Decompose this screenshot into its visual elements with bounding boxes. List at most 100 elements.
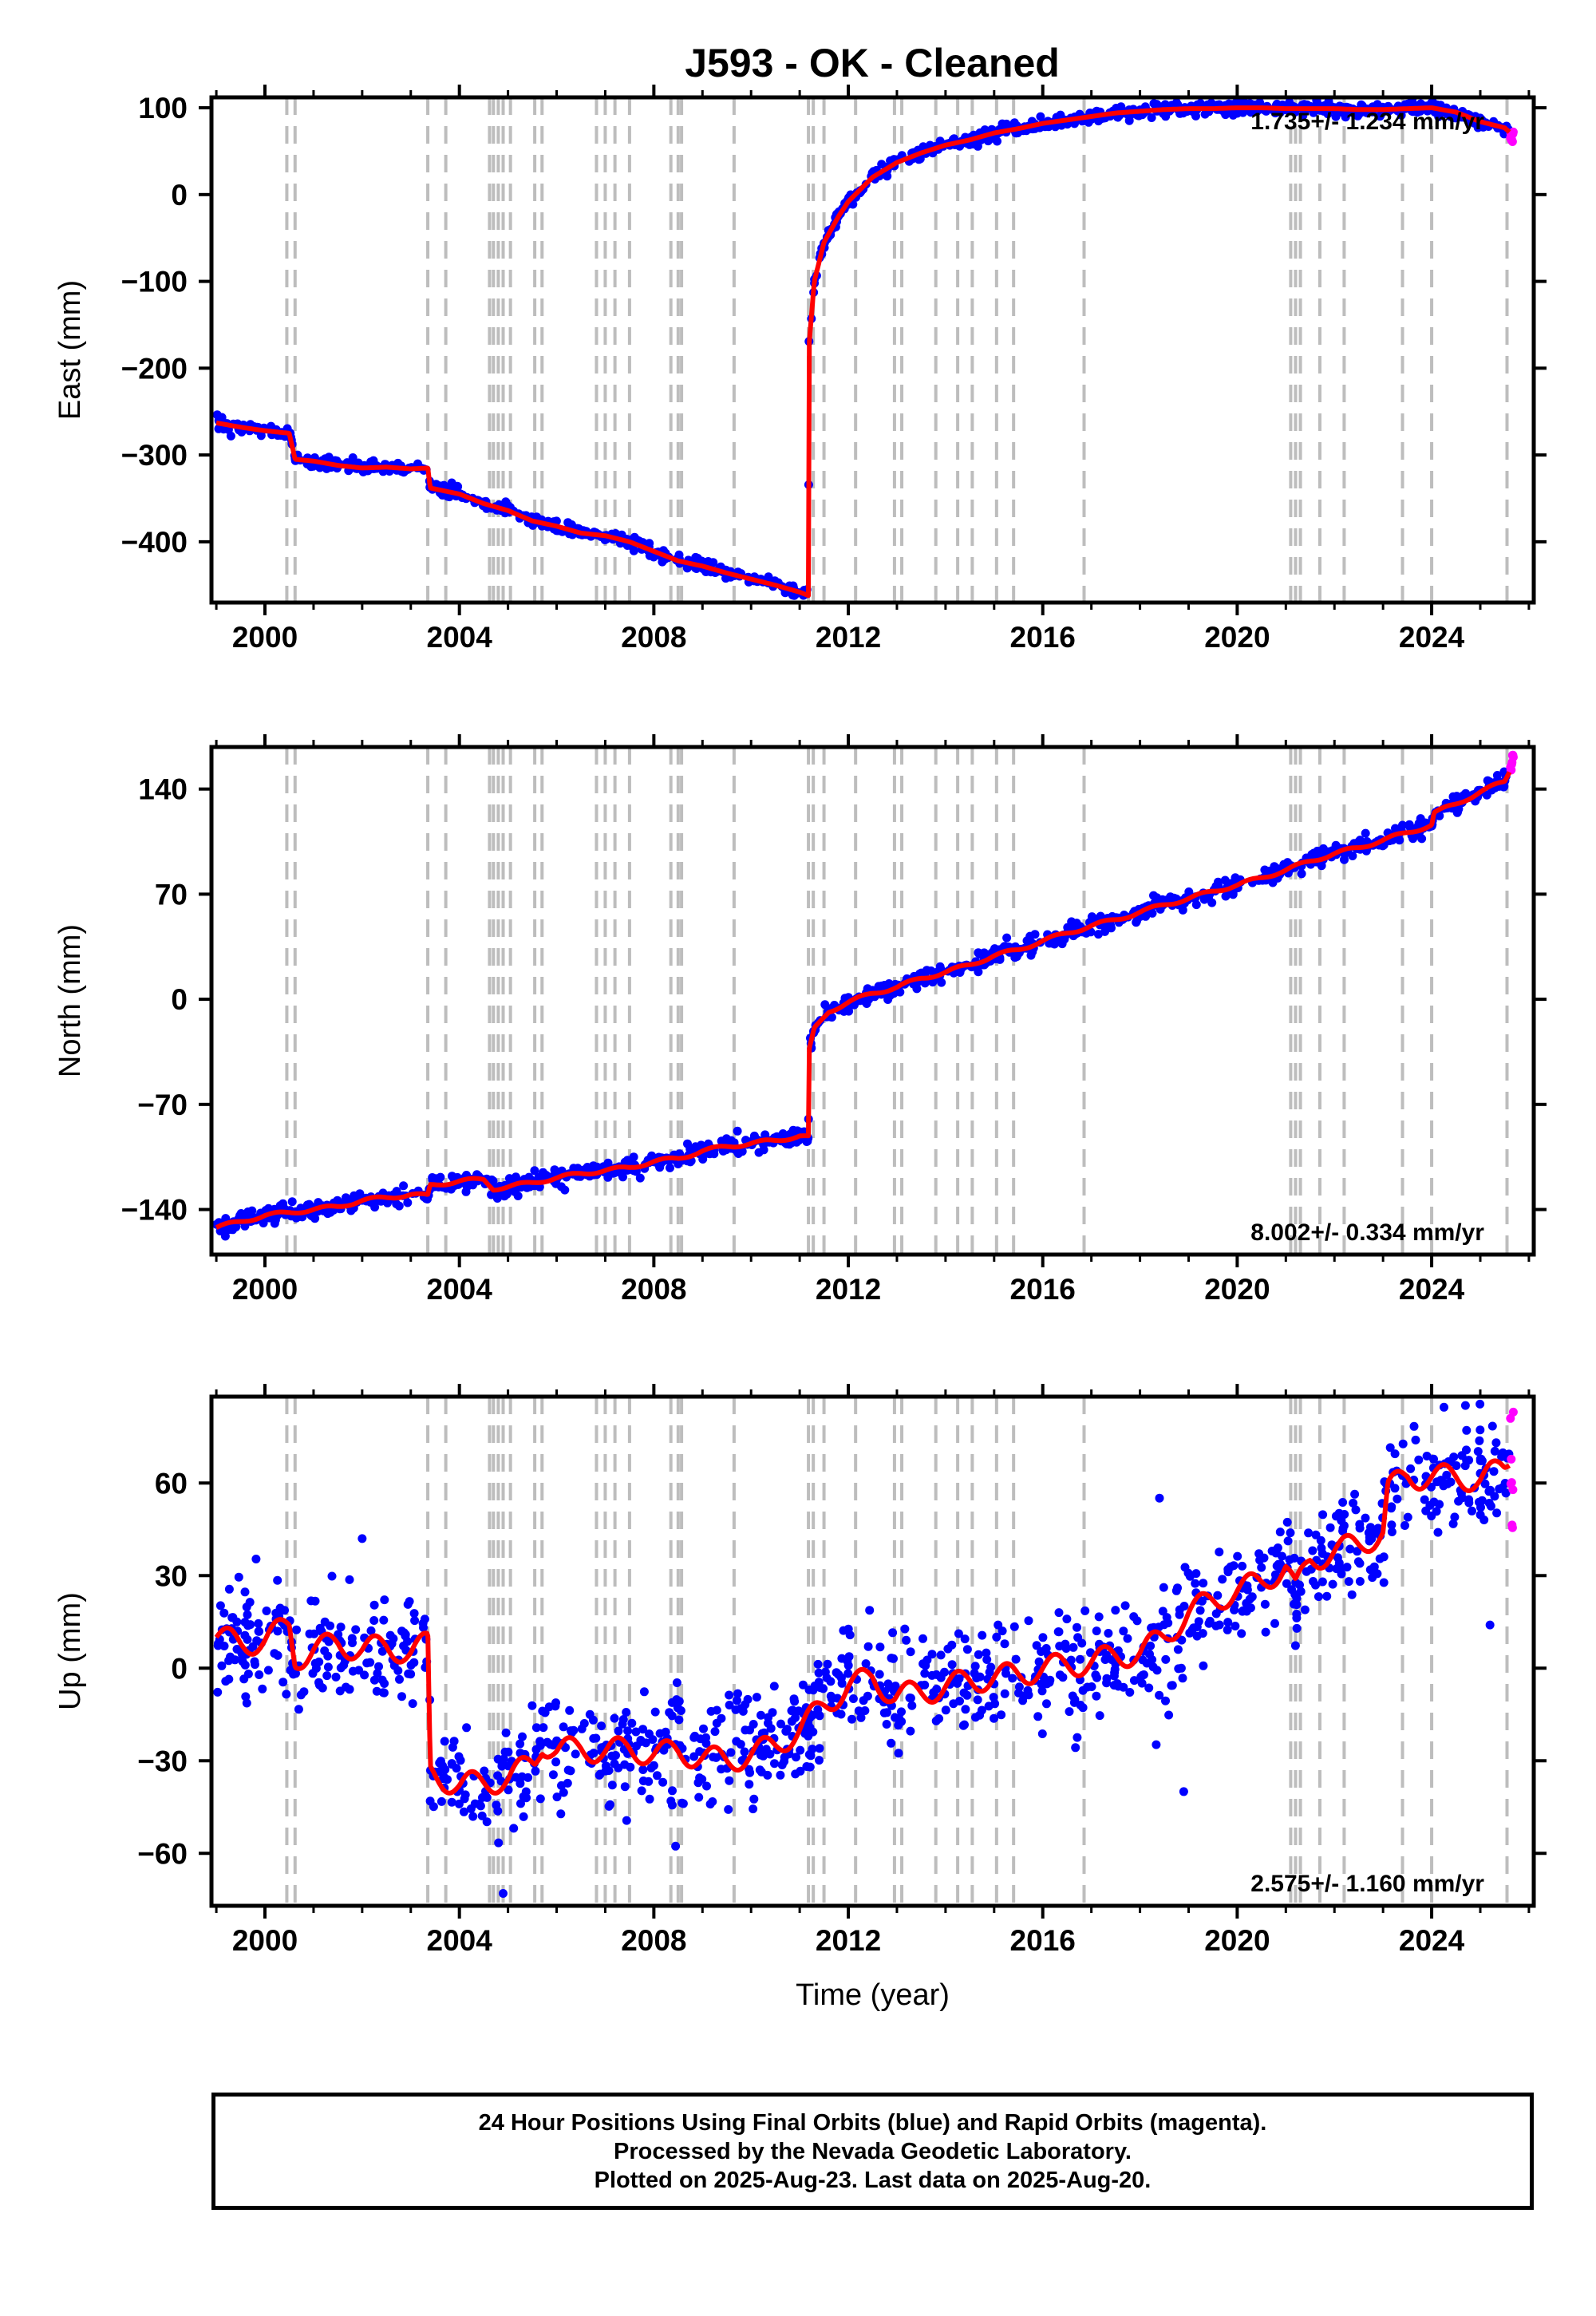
up-final-orbit-point bbox=[936, 1650, 946, 1660]
up-axis-label: Up (mm) bbox=[53, 1592, 87, 1710]
up-final-orbit-point bbox=[863, 1642, 873, 1651]
up-final-orbit-point bbox=[279, 1678, 288, 1687]
up-final-orbit-point bbox=[1119, 1626, 1128, 1636]
up-final-orbit-point bbox=[585, 1709, 595, 1719]
up-final-orbit-point bbox=[1069, 1642, 1078, 1652]
up-final-orbit-point bbox=[436, 1757, 445, 1766]
north-x-tick-label: 2004 bbox=[427, 1273, 493, 1306]
up-final-orbit-point bbox=[920, 1669, 930, 1678]
up-final-orbit-point bbox=[597, 1721, 606, 1731]
up-final-orbit-point bbox=[745, 1780, 754, 1789]
up-final-orbit-point bbox=[1125, 1688, 1135, 1697]
up-final-orbit-point bbox=[689, 1752, 699, 1761]
up-final-orbit-point bbox=[314, 1678, 323, 1687]
north-final-orbit-point bbox=[550, 1165, 559, 1175]
north-final-orbit-point bbox=[236, 1209, 246, 1218]
up-final-orbit-point bbox=[678, 1799, 688, 1808]
north-final-orbit-point bbox=[974, 948, 983, 958]
north-final-orbit-point bbox=[1214, 877, 1223, 887]
up-final-orbit-point bbox=[949, 1699, 958, 1709]
north-x-tick-label: 2012 bbox=[816, 1273, 881, 1306]
north-y-tick-label: 0 bbox=[171, 983, 188, 1016]
north-final-orbit-point bbox=[539, 1170, 548, 1180]
up-final-orbit-point bbox=[1137, 1678, 1147, 1688]
up-final-orbit-point bbox=[243, 1621, 253, 1630]
up-final-orbit-point bbox=[1325, 1523, 1335, 1532]
east-final-orbit-point bbox=[348, 453, 358, 462]
east-y-tick-label: −100 bbox=[121, 266, 188, 298]
up-final-orbit-point bbox=[296, 1690, 306, 1700]
up-final-orbit-point bbox=[1102, 1674, 1112, 1683]
up-final-orbit-point bbox=[1009, 1622, 1019, 1631]
up-final-orbit-point bbox=[1468, 1506, 1476, 1516]
up-final-orbit-point bbox=[1462, 1425, 1472, 1435]
up-final-orbit-point bbox=[1011, 1654, 1021, 1664]
up-final-orbit-point bbox=[863, 1691, 872, 1701]
up-final-orbit-point bbox=[224, 1656, 234, 1666]
up-final-orbit-point bbox=[1062, 1614, 1072, 1624]
up-final-orbit-point bbox=[1292, 1623, 1302, 1633]
up-final-orbit-point bbox=[607, 1751, 617, 1761]
up-final-orbit-point bbox=[906, 1726, 915, 1736]
up-y-tick-label: 60 bbox=[155, 1467, 188, 1500]
up-final-orbit-point bbox=[1314, 1592, 1323, 1602]
up-final-orbit-point bbox=[242, 1603, 251, 1612]
up-final-orbit-point bbox=[1369, 1562, 1379, 1571]
up-final-orbit-point bbox=[906, 1647, 915, 1657]
up-final-orbit-point bbox=[1204, 1618, 1214, 1628]
up-final-orbit-point bbox=[380, 1595, 389, 1605]
north-final-orbit-point bbox=[220, 1231, 230, 1241]
up-final-orbit-point bbox=[1432, 1507, 1441, 1516]
up-x-tick-label: 2008 bbox=[621, 1924, 686, 1957]
up-final-orbit-point bbox=[217, 1661, 227, 1670]
up-final-orbit-point bbox=[1175, 1605, 1184, 1614]
up-final-orbit-point bbox=[860, 1706, 870, 1715]
up-final-orbit-point bbox=[638, 1765, 648, 1774]
up-final-orbit-point bbox=[668, 1786, 677, 1796]
up-final-orbit-point bbox=[1061, 1639, 1070, 1649]
up-final-orbit-point bbox=[711, 1753, 721, 1762]
up-final-orbit-point bbox=[994, 1620, 1003, 1630]
up-final-orbit-point bbox=[395, 1674, 404, 1684]
caption-box: 24 Hour Positions Using Final Orbits (bl… bbox=[211, 2093, 1534, 2210]
up-final-orbit-point bbox=[559, 1722, 568, 1732]
up-final-orbit-point bbox=[887, 1738, 896, 1748]
caption-line-3: Plotted on 2025-Aug-23. Last data on 202… bbox=[594, 2167, 1152, 2193]
up-final-orbit-point bbox=[604, 1801, 614, 1811]
time-axis-label: Time (year) bbox=[796, 1978, 950, 2012]
up-final-orbit-point bbox=[1161, 1696, 1170, 1705]
up-final-orbit-point bbox=[224, 1584, 234, 1594]
north-axis-label: North (mm) bbox=[53, 924, 87, 1077]
up-final-orbit-point bbox=[404, 1669, 413, 1678]
east-panel: 2000 2004 2008 2012 2016 2020 2024 100 0 −100 −200… bbox=[53, 85, 1547, 654]
up-final-orbit-point bbox=[875, 1670, 884, 1679]
up-final-orbit-point bbox=[1129, 1612, 1139, 1622]
up-final-orbit-point bbox=[282, 1690, 291, 1699]
up-final-orbit-point bbox=[973, 1695, 982, 1705]
up-final-orbit-point bbox=[320, 1646, 330, 1655]
up-final-orbit-point bbox=[1055, 1670, 1065, 1680]
up-final-orbit-point bbox=[741, 1725, 750, 1735]
east-rapid-orbit-point bbox=[1507, 137, 1517, 146]
up-final-orbit-point bbox=[1123, 1634, 1132, 1643]
up-final-orbit-point bbox=[310, 1596, 320, 1606]
up-final-orbit-point bbox=[971, 1713, 980, 1722]
up-final-orbit-point bbox=[1398, 1439, 1408, 1448]
north-final-orbit-point bbox=[403, 1198, 413, 1207]
up-final-orbit-point bbox=[476, 1801, 485, 1811]
up-final-orbit-point bbox=[743, 1694, 753, 1704]
up-final-orbit-point bbox=[1338, 1524, 1348, 1533]
up-final-orbit-point bbox=[618, 1715, 628, 1724]
up-final-orbit-point bbox=[972, 1674, 982, 1683]
up-final-orbit-point bbox=[947, 1660, 957, 1670]
up-final-orbit-point bbox=[1073, 1622, 1081, 1632]
up-final-orbit-point bbox=[347, 1634, 357, 1643]
up-final-orbit-point bbox=[1092, 1673, 1101, 1682]
up-final-orbit-point bbox=[776, 1719, 785, 1729]
up-final-orbit-point bbox=[805, 1762, 815, 1772]
up-final-orbit-point bbox=[653, 1771, 662, 1780]
up-y-tick-label: 30 bbox=[155, 1559, 188, 1592]
up-final-orbit-point bbox=[776, 1770, 785, 1780]
up-final-orbit-point bbox=[610, 1759, 619, 1769]
up-final-orbit-point bbox=[918, 1659, 928, 1669]
